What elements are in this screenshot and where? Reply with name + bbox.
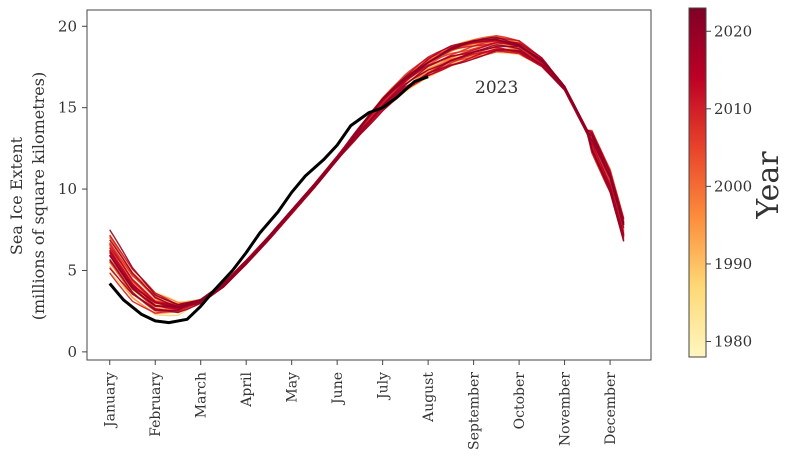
year-line-1990 (109, 49, 625, 305)
year-line-2005 (109, 50, 625, 306)
year-line-1989 (109, 42, 625, 311)
x-tick-label: April (239, 371, 255, 407)
y-ticks: 0 5 10 15 20 (58, 17, 87, 361)
year-line-2001 (109, 41, 625, 308)
colorbar-label: Year (751, 151, 786, 220)
year-line-1979 (109, 43, 625, 304)
x-tick-label: June (330, 372, 346, 406)
year-line-1994 (109, 45, 625, 310)
year-line-2011 (109, 42, 625, 309)
year-line-2007 (109, 34, 625, 313)
year-line-2020 (109, 44, 625, 306)
year-line-2003 (109, 40, 625, 311)
y-tick-label: 5 (67, 261, 77, 279)
y-tick-label: 0 (67, 343, 77, 361)
y-axis-label: Sea Ice Extent (millions of square kilom… (7, 72, 48, 320)
y-tick-label: 10 (58, 180, 77, 198)
year-line-1997 (109, 37, 625, 306)
colorbar-tick-label: 2010 (714, 100, 752, 118)
highlight-annotation: 2023 (475, 78, 518, 98)
year-line-2014 (109, 48, 625, 310)
year-line-1992 (109, 39, 625, 308)
colorbar-tick-label: 2000 (714, 177, 752, 195)
year-line-1999 (109, 48, 625, 312)
colorbar-tick-label: 1980 (714, 332, 752, 350)
year-line-1988 (109, 35, 625, 317)
x-tick-label: November (558, 372, 574, 446)
year-line-2002 (109, 35, 625, 312)
colorbar: 1980 1990 2000 2010 2020 Year (688, 7, 786, 358)
year-line-2009 (109, 48, 625, 306)
x-ticks: January February March April May June July Augu… (103, 360, 619, 450)
year-line-2010 (109, 49, 625, 314)
year-line-2000 (109, 49, 625, 310)
x-tick-label: December (603, 372, 619, 445)
year-line-1981 (109, 48, 625, 314)
year-line-1996 (109, 43, 625, 315)
year-line-1998 (109, 40, 625, 304)
year-line-2021 (109, 36, 625, 312)
x-tick-label: February (148, 372, 164, 437)
x-tick-label: September (467, 372, 483, 450)
year-line-1987 (109, 39, 625, 308)
year-line-2015 (109, 46, 625, 309)
x-tick-label: July (376, 372, 392, 401)
x-tick-label: January (103, 372, 119, 429)
year-line-1985 (109, 51, 625, 308)
year-line-2013 (109, 41, 625, 310)
x-tick-label: May (285, 372, 301, 403)
year-line-2017 (109, 39, 625, 309)
plot-area (108, 34, 625, 325)
colorbar-tick-label: 1990 (714, 255, 752, 273)
year-line-2006 (109, 41, 625, 309)
year-line-2012 (109, 37, 625, 306)
y-tick-label: 20 (58, 17, 77, 35)
year-line-1980 (109, 49, 625, 312)
y-tick-label: 15 (58, 99, 77, 117)
x-tick-label: August (421, 372, 437, 423)
year-line-2016 (109, 39, 625, 307)
x-tick-label: March (194, 372, 210, 418)
year-line-1993 (109, 38, 625, 308)
year-line-1991 (109, 47, 625, 308)
y-axis-label-line2: (millions of square kilometres) (29, 72, 48, 320)
colorbar-tick-label: 2020 (714, 22, 752, 40)
year-line-1984 (109, 42, 625, 307)
year-line-1978 (109, 36, 625, 306)
y-axis-label-line1: Sea Ice Extent (7, 136, 26, 255)
x-tick-label: October (512, 372, 528, 430)
year-line-2019 (109, 49, 625, 308)
year-line-2008 (109, 39, 625, 308)
year-line-1995 (109, 48, 625, 312)
year-line-1986 (109, 48, 625, 306)
year-line-1982 (109, 38, 625, 311)
year-line-2018 (109, 45, 625, 314)
plot-frame (86, 9, 652, 361)
year-line-2022 (109, 38, 625, 308)
colorbar-bar (688, 7, 707, 358)
year-line-2004 (109, 50, 625, 307)
year-line-1983 (109, 34, 625, 309)
series-line-2023 (108, 75, 429, 325)
